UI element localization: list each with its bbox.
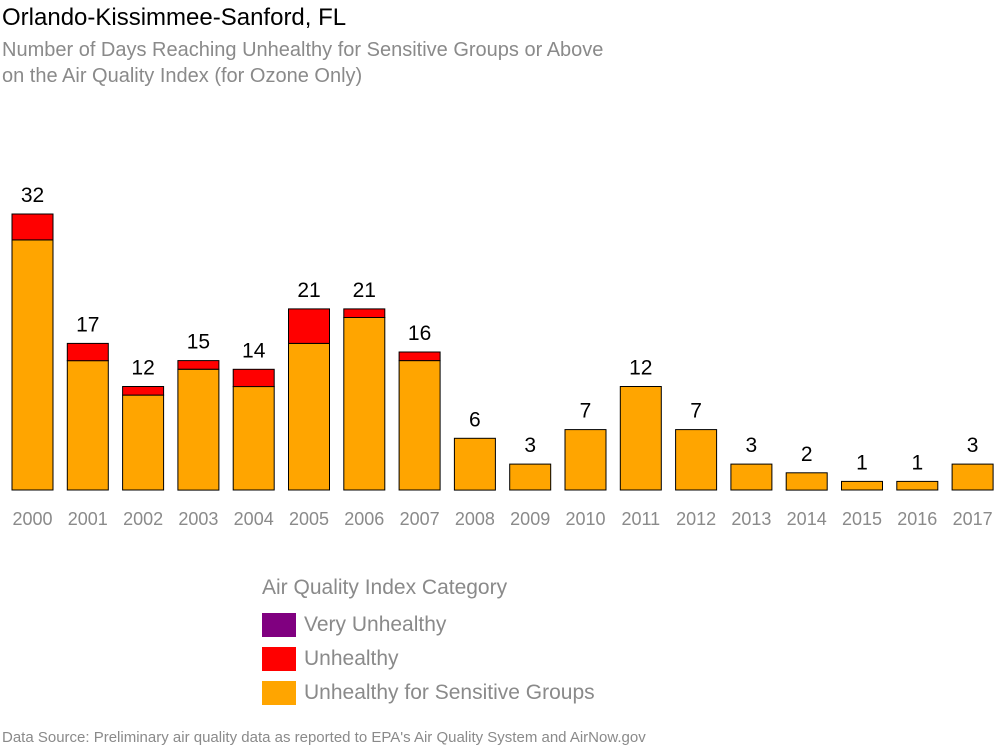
bar-2011-unhealthy-for-sensitive-groups [619, 386, 662, 491]
data-label-2013: 3 [746, 434, 758, 457]
bar-2015-unhealthy-for-sensitive-groups [841, 480, 883, 491]
bar-2005-unhealthy-for-sensitive-groups [288, 342, 330, 491]
x-tick-label-2005: 2005 [289, 509, 329, 529]
data-label-2016: 1 [911, 451, 923, 474]
bar-2004-unhealthy-for-sensitive-groups [232, 386, 275, 491]
bar-2013-unhealthy-for-sensitive-groups [730, 463, 773, 491]
data-source-note: Data Source: Preliminary air quality dat… [2, 729, 646, 746]
bar-2006-unhealthy [343, 308, 386, 318]
subtitle-line-1: Number of Days Reaching Unhealthy for Se… [2, 39, 604, 61]
bar-2017-unhealthy-for-sensitive-groups [951, 463, 994, 491]
legend-swatch-usg [262, 681, 296, 705]
x-tick-label-2014: 2014 [787, 509, 827, 529]
legend-item-usg: Unhealthy for Sensitive Groups [262, 676, 595, 710]
bar-2002-unhealthy-for-sensitive-groups [122, 394, 165, 491]
bar-2006-unhealthy-for-sensitive-groups [343, 317, 386, 491]
subtitle-line-2: on the Air Quality Index (for Ozone Only… [2, 65, 363, 87]
data-label-2003: 15 [187, 331, 210, 354]
bar-2016-unhealthy-for-sensitive-groups [896, 480, 939, 491]
bar-2007-unhealthy [398, 351, 441, 362]
bar-2007-unhealthy-for-sensitive-groups [398, 360, 441, 491]
x-tick-label-2009: 2009 [510, 509, 550, 529]
bar-2003-unhealthy [177, 360, 220, 370]
legend-label-very-unhealthy: Very Unhealthy [304, 613, 447, 636]
chart-title: Orlando-Kissimmee-Sanford, FL [2, 4, 347, 31]
data-label-2014: 2 [801, 443, 813, 466]
legend-swatch-unhealthy [262, 647, 296, 671]
data-label-2008: 6 [469, 408, 481, 431]
bar-2000-unhealthy-for-sensitive-groups [11, 239, 54, 491]
x-tick-label-2001: 2001 [68, 509, 108, 529]
bar-2005-unhealthy [288, 308, 330, 344]
x-tick-label-2015: 2015 [842, 509, 882, 529]
x-tick-label-2006: 2006 [344, 509, 384, 529]
data-label-2006: 21 [353, 279, 376, 302]
x-tick-label-2000: 2000 [12, 509, 52, 529]
legend-item-unhealthy: Unhealthy [262, 642, 595, 676]
bar-2002-unhealthy [122, 386, 165, 396]
data-label-2017: 3 [967, 434, 979, 457]
x-tick-label-2017: 2017 [953, 509, 993, 529]
legend-title: Air Quality Index Category [262, 576, 508, 599]
legend: Air Quality Index Category Very Unhealth… [262, 576, 595, 710]
bar-2000-unhealthy [11, 213, 54, 241]
legend-label-usg: Unhealthy for Sensitive Groups [304, 681, 595, 704]
x-tick-label-2016: 2016 [897, 509, 937, 529]
data-label-2005: 21 [297, 279, 320, 302]
data-label-2002: 12 [131, 357, 154, 380]
data-label-2004: 14 [242, 339, 266, 362]
data-label-2010: 7 [580, 400, 592, 423]
data-label-2000: 32 [21, 184, 44, 207]
bar-2001-unhealthy-for-sensitive-groups [66, 360, 109, 491]
data-label-2011: 12 [629, 357, 652, 380]
bar-2003-unhealthy-for-sensitive-groups [177, 368, 220, 491]
x-tick-label-2011: 2011 [621, 509, 660, 529]
chart-subtitle: Number of Days Reaching Unhealthy for Se… [2, 37, 762, 89]
x-tick-label-2010: 2010 [565, 509, 605, 529]
legend-swatch-very-unhealthy [262, 613, 296, 637]
x-tick-label-2007: 2007 [400, 509, 440, 529]
bar-2001-unhealthy [66, 342, 109, 362]
x-tick-label-2003: 2003 [178, 509, 218, 529]
data-label-2012: 7 [690, 400, 702, 423]
bar-2010-unhealthy-for-sensitive-groups [564, 429, 607, 491]
data-label-2001: 17 [76, 313, 99, 336]
data-label-2015: 1 [856, 451, 868, 474]
bar-2008-unhealthy-for-sensitive-groups [453, 437, 496, 491]
bar-2009-unhealthy-for-sensitive-groups [509, 463, 552, 491]
data-label-2007: 16 [408, 322, 431, 345]
legend-label-unhealthy: Unhealthy [304, 647, 399, 670]
bar-2012-unhealthy-for-sensitive-groups [675, 429, 718, 491]
x-tick-label-2013: 2013 [731, 509, 771, 529]
x-tick-label-2008: 2008 [455, 509, 495, 529]
legend-item-very-unhealthy: Very Unhealthy [262, 608, 595, 642]
x-tick-label-2012: 2012 [676, 509, 716, 529]
x-tick-label-2004: 2004 [234, 509, 274, 529]
bar-2014-unhealthy-for-sensitive-groups [785, 472, 828, 491]
x-tick-label-2002: 2002 [123, 509, 163, 529]
data-label-2009: 3 [524, 434, 536, 457]
bar-2004-unhealthy [232, 368, 275, 388]
bar-chart: 3220001720011220021520031420042120052120… [11, 184, 994, 529]
